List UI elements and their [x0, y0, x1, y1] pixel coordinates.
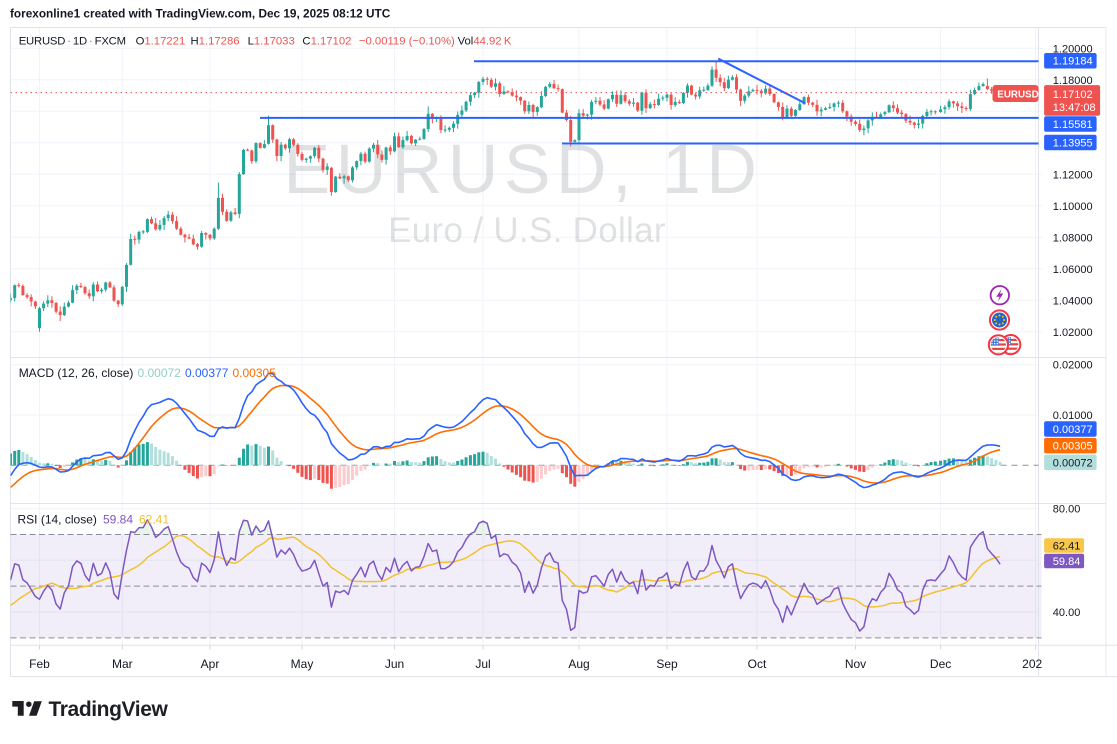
svg-text:62.41: 62.41	[139, 512, 169, 526]
svg-text:59.84: 59.84	[103, 512, 133, 526]
svg-text:H1.17286: H1.17286	[191, 35, 240, 47]
svg-text:0.00072: 0.00072	[138, 366, 182, 380]
svg-text:13:47:08: 13:47:08	[1053, 102, 1096, 114]
svg-text:1.17102: 1.17102	[1053, 89, 1093, 101]
svg-text:1.18000: 1.18000	[1053, 75, 1093, 87]
svg-text:L1.17033: L1.17033	[248, 35, 295, 47]
svg-text:0.00305: 0.00305	[233, 366, 277, 380]
svg-text:0.00072: 0.00072	[1053, 457, 1093, 469]
svg-text:Mar: Mar	[112, 657, 133, 671]
svg-text:Vol44.92 K: Vol44.92 K	[458, 35, 512, 47]
svg-text:Jul: Jul	[475, 657, 490, 671]
svg-text:1.10000: 1.10000	[1053, 201, 1093, 213]
svg-text:MACD (12, 26, close): MACD (12, 26, close)	[19, 366, 134, 380]
svg-text:1.13955: 1.13955	[1053, 137, 1093, 149]
svg-text:0.02000: 0.02000	[1053, 360, 1093, 372]
svg-text:0.00305: 0.00305	[1053, 441, 1093, 453]
svg-text:EURUSD, 1D: EURUSD, 1D	[284, 130, 763, 208]
svg-text:−0.00119 (−0.10%): −0.00119 (−0.10%)	[359, 35, 455, 47]
svg-text:1.15581: 1.15581	[1053, 119, 1093, 131]
svg-text:EURUSD: EURUSD	[997, 89, 1038, 100]
svg-text:Nov: Nov	[845, 657, 866, 671]
svg-text:C1.17102: C1.17102	[302, 35, 351, 47]
svg-text:Oct: Oct	[748, 657, 767, 671]
svg-text:Feb: Feb	[29, 657, 50, 671]
svg-text:0.00377: 0.00377	[1053, 424, 1093, 436]
svg-text:59.84: 59.84	[1053, 556, 1081, 568]
svg-text:0.01000: 0.01000	[1053, 410, 1093, 422]
svg-text:1.04000: 1.04000	[1053, 295, 1093, 307]
svg-text:1.02000: 1.02000	[1053, 327, 1093, 339]
svg-text:Sep: Sep	[656, 657, 678, 671]
svg-text:O1.17221: O1.17221	[136, 35, 186, 47]
svg-text:RSI (14, close): RSI (14, close)	[18, 512, 97, 526]
svg-text:0.00377: 0.00377	[185, 366, 229, 380]
svg-text:1.06000: 1.06000	[1053, 264, 1093, 276]
svg-text:EURUSD · 1D · FXCM: EURUSD · 1D · FXCM	[19, 35, 126, 47]
svg-text:Apr: Apr	[201, 657, 220, 671]
svg-text:80.00: 80.00	[1053, 504, 1081, 516]
svg-text:Euro / U.S. Dollar: Euro / U.S. Dollar	[388, 211, 666, 250]
svg-text:62.41: 62.41	[1053, 540, 1081, 552]
svg-text:1.08000: 1.08000	[1053, 232, 1093, 244]
svg-text:forexonline1 created with Trad: forexonline1 created with TradingView.co…	[10, 6, 391, 20]
svg-text:40.00: 40.00	[1053, 607, 1081, 619]
svg-text:May: May	[291, 657, 314, 671]
svg-text:Jun: Jun	[385, 657, 404, 671]
svg-text:1.19184: 1.19184	[1053, 56, 1093, 68]
svg-text:Aug: Aug	[568, 657, 589, 671]
svg-text:1.12000: 1.12000	[1053, 169, 1093, 181]
svg-text:TradingView: TradingView	[49, 698, 169, 721]
svg-text:Dec: Dec	[930, 657, 951, 671]
